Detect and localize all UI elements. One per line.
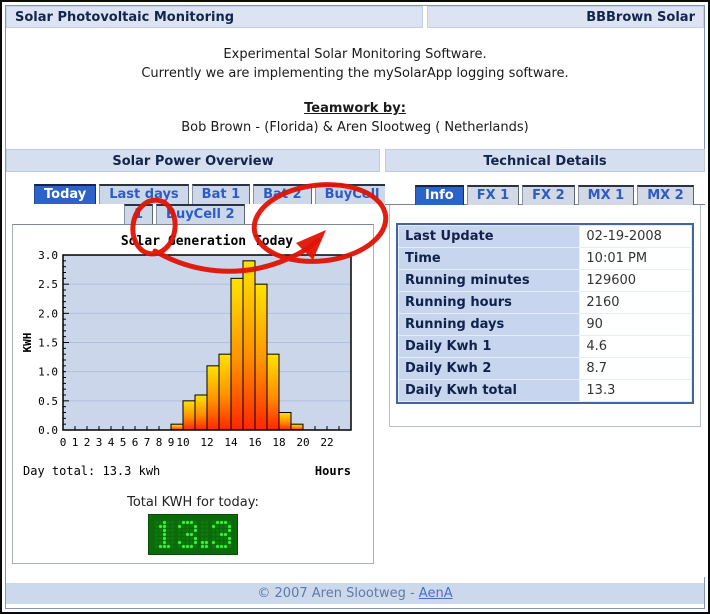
svg-text:12: 12 — [200, 436, 213, 449]
main-columns: Solar Power Overview Today Last days Bat… — [6, 149, 705, 577]
svg-text:1: 1 — [72, 436, 79, 449]
table-row: Last Update 02-19-2008 — [399, 226, 691, 248]
tab-last-days[interactable]: Last days — [99, 184, 189, 205]
tab-fx-1[interactable]: FX 1 — [466, 185, 520, 206]
spec-value: 8.7 — [580, 358, 691, 380]
svg-text:0: 0 — [60, 436, 67, 449]
svg-text:0.5: 0.5 — [38, 395, 58, 408]
svg-text:KWH: KWH — [21, 333, 34, 353]
tab-mx-1[interactable]: MX 1 — [577, 185, 635, 206]
tab-mx-2[interactable]: MX 2 — [637, 185, 694, 206]
spec-label: Daily Kwh 2 — [399, 358, 580, 380]
svg-text:2: 2 — [84, 436, 91, 449]
table-row: Daily Kwh 1 4.6 — [399, 336, 691, 358]
left-panel-body: Today Last days Bat 1 Bat 2 BuyCell 1 Bu… — [6, 172, 390, 577]
spec-label: Running hours — [399, 292, 580, 314]
spec-value: 90 — [580, 314, 691, 336]
intro-section: Experimental Solar Monitoring Software. … — [6, 30, 704, 149]
spec-label: Running days — [399, 314, 580, 336]
right-panel-body: Info FX 1 FX 2 MX 1 MX 2 Last Update 02-… — [385, 172, 705, 577]
tab-info[interactable]: Info — [415, 185, 464, 206]
svg-text:Solar Generation Today: Solar Generation Today — [121, 234, 293, 249]
solar-power-overview-panel: Solar Power Overview Today Last days Bat… — [6, 149, 390, 577]
svg-text:10: 10 — [176, 436, 189, 449]
right-tab-content-box: Last Update 02-19-2008 Time 10:01 PM Run… — [389, 205, 701, 428]
svg-text:1.0: 1.0 — [38, 366, 58, 379]
title-bar: Solar Photovoltaic Monitoring BBBrown So… — [6, 6, 704, 30]
right-panel-header: Technical Details — [385, 149, 705, 173]
tab-buycell-1[interactable]: BuyCell — [314, 184, 390, 205]
svg-text:2.0: 2.0 — [38, 308, 58, 321]
svg-text:5: 5 — [120, 436, 127, 449]
svg-text:22: 22 — [320, 436, 333, 449]
svg-text:3: 3 — [96, 436, 103, 449]
svg-text:14: 14 — [224, 436, 238, 449]
spec-label: Running minutes — [399, 270, 580, 292]
info-table: Last Update 02-19-2008 Time 10:01 PM Run… — [396, 223, 694, 405]
spec-value: 4.6 — [580, 336, 691, 358]
spec-label: Daily Kwh 1 — [399, 336, 580, 358]
spec-value: 13.3 — [580, 380, 691, 402]
svg-text:18: 18 — [272, 436, 285, 449]
svg-text:4: 4 — [108, 436, 115, 449]
svg-text:20: 20 — [296, 436, 309, 449]
solar-generation-chart: Solar Generation Today 0.0 0.5 1.0 1.5 2.0 2.5… — [21, 231, 365, 485]
brand-title: BBBrown Solar — [427, 6, 704, 28]
spec-label: Time — [399, 248, 580, 270]
table-row: Running hours 2160 — [399, 292, 691, 314]
spec-value: 02-19-2008 — [580, 226, 691, 248]
tab-buycell-1-wrapped[interactable]: 1 — [124, 204, 154, 225]
svg-text:16: 16 — [248, 436, 261, 449]
svg-text:8: 8 — [156, 436, 163, 449]
total-kwh-label: Total KWH for today: — [127, 495, 259, 511]
table-row: Daily Kwh total 13.3 — [399, 380, 691, 402]
spec-value: 129600 — [580, 270, 691, 292]
main-frame: Solar Photovoltaic Monitoring BBBrown So… — [5, 5, 705, 609]
tab-today[interactable]: Today — [34, 184, 97, 205]
led-display — [148, 514, 238, 556]
team-members: Bob Brown - (Florida) & Aren Slootweg ( … — [181, 119, 529, 135]
chart-canvas: Solar Generation Today 0.0 0.5 1.0 1.5 2.0 2.5… — [21, 234, 352, 478]
table-row: Time 10:01 PM — [399, 248, 691, 270]
spec-value: 10:01 PM — [580, 248, 691, 270]
svg-text:7: 7 — [144, 436, 151, 449]
left-tabs-row-1: Today Last days Bat 1 Bat 2 BuyCell — [6, 184, 390, 205]
svg-text:2.5: 2.5 — [38, 279, 58, 292]
table-row: Running days 90 — [399, 314, 691, 336]
spec-label: Daily Kwh total — [399, 380, 580, 402]
aena-link[interactable]: AenA — [418, 586, 453, 601]
svg-text:9: 9 — [168, 436, 175, 449]
svg-text:0.0: 0.0 — [38, 424, 58, 437]
spec-label: Last Update — [399, 226, 580, 248]
technical-details-panel: Technical Details Info FX 1 FX 2 MX 1 MX… — [385, 149, 705, 577]
svg-text:Hours: Hours — [315, 464, 351, 478]
intro-line-1: Experimental Solar Monitoring Software. — [223, 47, 487, 62]
left-panel-header: Solar Power Overview — [6, 149, 380, 173]
spec-value: 2160 — [580, 292, 691, 314]
table-row: Daily Kwh 2 8.7 — [399, 358, 691, 380]
svg-text:3.0: 3.0 — [38, 249, 58, 262]
copyright-text: © 2007 Aren Slootweg - — [257, 586, 419, 601]
table-row: Running minutes 129600 — [399, 270, 691, 292]
tab-bat-1[interactable]: Bat 1 — [191, 184, 251, 205]
svg-text:6: 6 — [132, 436, 139, 449]
tab-bat-2[interactable]: Bat 2 — [253, 184, 312, 205]
svg-text:Day total: 13.3 kwh: Day total: 13.3 kwh — [23, 464, 160, 478]
right-tabs-row: Info FX 1 FX 2 MX 1 MX 2 — [385, 184, 705, 206]
tab-buycell-2[interactable]: BuyCell 2 — [156, 204, 245, 225]
tab-fx-2[interactable]: FX 2 — [522, 185, 575, 206]
teamwork-heading: Teamwork by: — [304, 100, 406, 116]
footer: © 2007 Aren Slootweg - AenA — [6, 583, 704, 604]
left-tab-content-box: Solar Generation Today 0.0 0.5 1.0 1.5 2.0 2.5… — [12, 224, 374, 565]
svg-text:1.5: 1.5 — [38, 337, 58, 350]
intro-line-2: Currently we are implementing the mySola… — [141, 65, 569, 81]
left-tabs-row-2: 1 BuyCell 2 — [6, 204, 380, 225]
app-title: Solar Photovoltaic Monitoring — [6, 6, 423, 28]
